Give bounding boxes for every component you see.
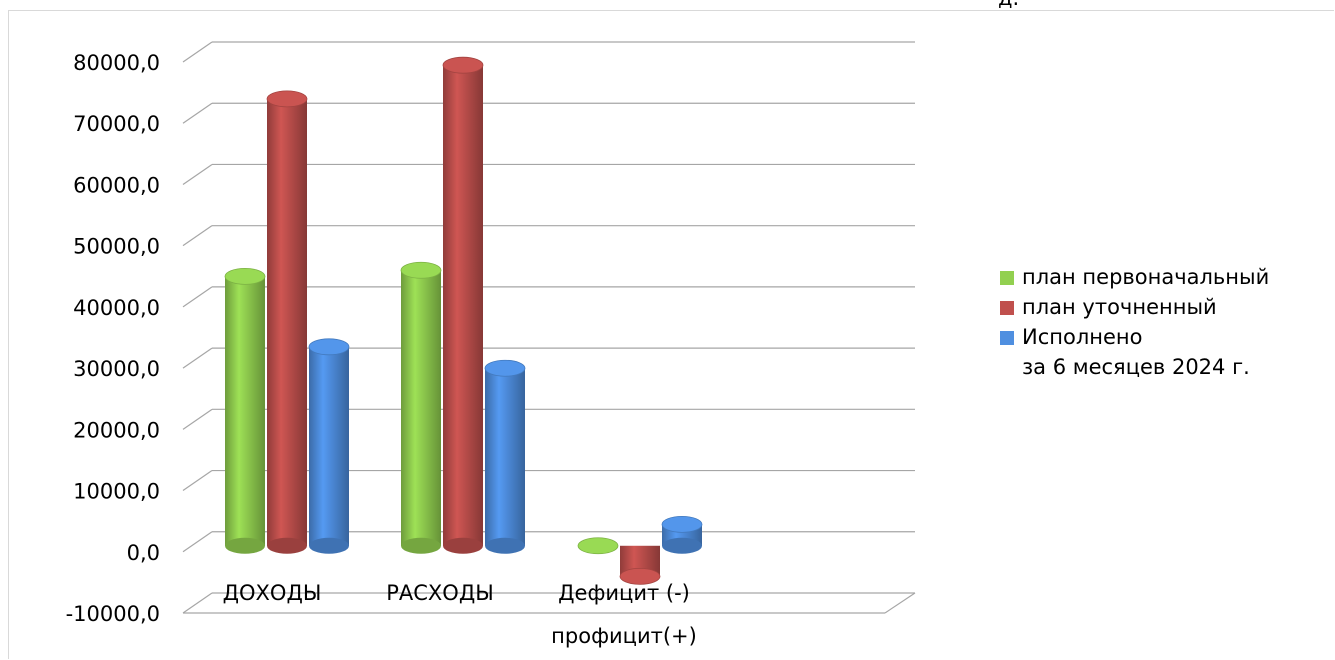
- bars: [224, 56, 703, 585]
- bar-top: [442, 56, 484, 74]
- bar-base: [443, 537, 483, 554]
- bar-base: [662, 537, 702, 554]
- bar-top: [266, 90, 308, 108]
- bar-top: [619, 567, 661, 585]
- y-tick-label: 30000,0: [73, 357, 160, 381]
- chart-frame: [8, 10, 1334, 659]
- bar-body: [485, 368, 525, 546]
- y-tick-label: 80000,0: [73, 51, 160, 75]
- x-category-label: Дефицит (-): [558, 581, 690, 605]
- bar-top: [484, 359, 526, 377]
- gridline-side: [182, 225, 213, 247]
- bar-2-2: [661, 515, 703, 554]
- bar-body: [309, 346, 349, 546]
- bar-1-1: [442, 56, 484, 554]
- bar-top: [224, 267, 266, 285]
- legend-item-plan-initial: план первоначальный: [1000, 262, 1330, 292]
- bar-top: [577, 537, 619, 555]
- y-tick-label: -10000,0: [66, 602, 160, 626]
- bar-body: [267, 98, 307, 546]
- y-tick-label: 10000,0: [73, 480, 160, 504]
- gridline-side: [182, 470, 213, 492]
- floor-right-edge: [884, 592, 916, 614]
- legend-label-plan-initial: план первоначальный: [1022, 265, 1270, 289]
- bar-0-0: [224, 267, 266, 554]
- y-tick-label: 0,0: [127, 541, 160, 565]
- bar-0-2: [577, 537, 619, 555]
- bar-body: [225, 276, 265, 546]
- legend-label-executed-line1: Исполнено: [1022, 325, 1143, 349]
- x-category-label-line2: профицит(+): [551, 624, 697, 648]
- bar-base: [225, 537, 265, 554]
- legend-swatch-executed: [1000, 331, 1014, 345]
- legend-item-executed: Исполнено за 6 месяцев 2024 г.: [1000, 322, 1330, 382]
- bar-0-1: [400, 261, 442, 554]
- bar-body: [401, 270, 441, 546]
- gridline-side: [182, 286, 213, 308]
- gridline-side: [182, 163, 213, 185]
- y-tick-label: 20000,0: [73, 418, 160, 442]
- bar-top: [400, 261, 442, 279]
- bar-2-1: [484, 359, 526, 554]
- bar-top: [661, 515, 703, 533]
- legend-swatch-plan-revised: [1000, 301, 1014, 315]
- x-axis-labels: ДОХОДЫ РАСХОДЫ Дефицит (-) профицит(+): [223, 581, 697, 648]
- y-tick-label: 50000,0: [73, 235, 160, 259]
- y-tick-label: 70000,0: [73, 112, 160, 136]
- y-tick-label: 60000,0: [73, 173, 160, 197]
- bar-base: [401, 537, 441, 554]
- bar-top: [308, 338, 350, 356]
- x-category-label: ДОХОДЫ: [223, 581, 322, 605]
- bar-base: [267, 537, 307, 554]
- gridline-side: [182, 531, 213, 553]
- gridline-side: [182, 347, 213, 369]
- bar-1-2: [619, 545, 661, 585]
- gridline-side: [182, 41, 213, 63]
- bar-base: [485, 537, 525, 554]
- legend: план первоначальный план уточненный Испо…: [1000, 262, 1330, 382]
- legend-label-plan-revised: план уточненный: [1022, 295, 1217, 319]
- y-tick-label: 40000,0: [73, 296, 160, 320]
- gridline-side: [182, 408, 213, 430]
- legend-item-plan-revised: план уточненный: [1000, 292, 1330, 322]
- legend-label-executed-line2: за 6 месяцев 2024 г.: [1022, 355, 1250, 379]
- gridline-side: [182, 102, 213, 124]
- gridline-side: [182, 592, 213, 614]
- legend-swatch-plan-initial: [1000, 271, 1014, 285]
- unit-label-fragment: д.: [998, 0, 1019, 10]
- bar-1-0: [266, 90, 308, 554]
- bar-2-0: [308, 338, 350, 554]
- y-axis-ticks: 80000,0 70000,0 60000,0 50000,0 40000,0 30000…: [66, 51, 160, 626]
- bar-body: [443, 65, 483, 546]
- x-category-label: РАСХОДЫ: [386, 581, 494, 605]
- bar-base: [309, 537, 349, 554]
